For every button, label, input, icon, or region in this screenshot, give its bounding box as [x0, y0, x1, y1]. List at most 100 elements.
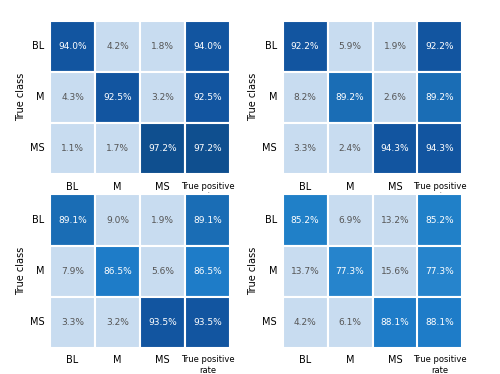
Text: True positive
rate: True positive rate	[413, 355, 467, 374]
Bar	[328, 194, 372, 246]
Text: 92.5%: 92.5%	[193, 93, 222, 102]
Text: 3.2%: 3.2%	[106, 318, 129, 327]
Text: 4.3%: 4.3%	[61, 93, 84, 102]
Text: 92.2%: 92.2%	[291, 42, 320, 50]
Bar	[140, 194, 185, 246]
Bar	[50, 21, 95, 72]
Text: BL: BL	[66, 182, 78, 191]
Text: 2.6%: 2.6%	[384, 93, 406, 102]
Bar	[418, 21, 463, 72]
Text: MS: MS	[155, 355, 170, 365]
Text: 85.2%: 85.2%	[290, 215, 320, 224]
Text: MS: MS	[388, 355, 402, 365]
Text: 1.9%: 1.9%	[151, 215, 174, 224]
Text: 93.5%: 93.5%	[193, 318, 222, 327]
Text: M: M	[346, 355, 354, 365]
Text: MS: MS	[155, 182, 170, 191]
Bar	[185, 123, 230, 174]
Text: True class: True class	[248, 73, 258, 122]
Bar	[372, 194, 418, 246]
Text: True class: True class	[248, 247, 258, 295]
Text: 77.3%: 77.3%	[426, 267, 454, 276]
Bar	[95, 246, 140, 297]
Text: 97.2%: 97.2%	[148, 144, 177, 153]
Text: 9.0%: 9.0%	[106, 215, 129, 224]
Bar	[140, 246, 185, 297]
Text: M: M	[113, 355, 122, 365]
Text: (a): (a)	[132, 230, 148, 243]
Text: 94.0%: 94.0%	[193, 42, 222, 50]
Text: 94.3%: 94.3%	[426, 144, 454, 153]
Bar	[372, 297, 418, 348]
Bar	[185, 297, 230, 348]
Text: 86.5%: 86.5%	[103, 267, 132, 276]
Text: MS: MS	[388, 182, 402, 191]
Bar	[282, 123, 328, 174]
Text: M: M	[36, 266, 44, 276]
Text: BL: BL	[32, 41, 44, 51]
Bar	[140, 72, 185, 123]
Text: 8.2%: 8.2%	[294, 93, 316, 102]
Text: 6.9%: 6.9%	[338, 215, 361, 224]
Text: 2.4%: 2.4%	[338, 144, 361, 153]
Text: M: M	[346, 182, 354, 191]
Text: 85.2%: 85.2%	[426, 215, 454, 224]
Text: 89.2%: 89.2%	[426, 93, 454, 102]
Text: True positive
rate: True positive rate	[180, 355, 234, 374]
Text: True positive
rate: True positive rate	[180, 182, 234, 201]
Text: 92.2%: 92.2%	[426, 42, 454, 50]
Text: 4.2%: 4.2%	[106, 42, 129, 50]
Text: 88.1%: 88.1%	[380, 318, 410, 327]
Text: 93.5%: 93.5%	[148, 318, 177, 327]
Text: BL: BL	[265, 41, 277, 51]
Bar	[328, 246, 372, 297]
Text: BL: BL	[32, 215, 44, 225]
Text: MS: MS	[30, 317, 44, 327]
Text: 5.9%: 5.9%	[338, 42, 361, 50]
Text: 94.0%: 94.0%	[58, 42, 87, 50]
Bar	[140, 123, 185, 174]
Text: BL: BL	[66, 355, 78, 365]
Text: MS: MS	[262, 143, 277, 153]
Bar	[418, 72, 463, 123]
Bar	[95, 297, 140, 348]
Text: 89.1%: 89.1%	[58, 215, 87, 224]
Bar	[50, 194, 95, 246]
Text: 15.6%: 15.6%	[380, 267, 410, 276]
Text: M: M	[268, 266, 277, 276]
Text: 1.1%: 1.1%	[61, 144, 84, 153]
Text: 88.1%: 88.1%	[426, 318, 454, 327]
Text: 86.5%: 86.5%	[193, 267, 222, 276]
Text: 13.2%: 13.2%	[380, 215, 410, 224]
Text: 1.7%: 1.7%	[106, 144, 129, 153]
Text: 3.3%: 3.3%	[294, 144, 316, 153]
Text: 4.2%: 4.2%	[294, 318, 316, 327]
Bar	[50, 246, 95, 297]
Bar	[372, 123, 418, 174]
Text: M: M	[268, 92, 277, 102]
Text: 89.2%: 89.2%	[336, 93, 364, 102]
Bar	[282, 72, 328, 123]
Bar	[328, 72, 372, 123]
Bar	[328, 297, 372, 348]
Bar	[50, 297, 95, 348]
Text: True class: True class	[16, 247, 26, 295]
Text: Predicted class: Predicted class	[314, 211, 386, 221]
Bar	[185, 72, 230, 123]
Text: BL: BL	[299, 182, 311, 191]
Bar	[95, 194, 140, 246]
Bar	[282, 246, 328, 297]
Text: (b): (b)	[364, 230, 382, 243]
Text: 5.6%: 5.6%	[151, 267, 174, 276]
Text: 1.8%: 1.8%	[151, 42, 174, 50]
Bar	[418, 123, 463, 174]
Text: 13.7%: 13.7%	[290, 267, 320, 276]
Bar	[418, 194, 463, 246]
Bar	[95, 72, 140, 123]
Bar	[185, 21, 230, 72]
Text: 1.9%: 1.9%	[384, 42, 406, 50]
Text: 89.1%: 89.1%	[193, 215, 222, 224]
Text: 7.9%: 7.9%	[61, 267, 84, 276]
Bar	[185, 246, 230, 297]
Text: 3.2%: 3.2%	[151, 93, 174, 102]
